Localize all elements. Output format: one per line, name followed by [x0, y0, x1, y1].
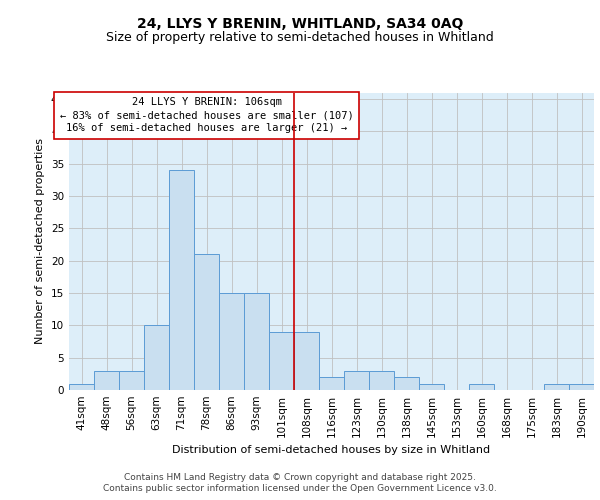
Bar [94, 370, 119, 390]
Bar [144, 326, 169, 390]
Text: 24, LLYS Y BRENIN, WHITLAND, SA34 0AQ: 24, LLYS Y BRENIN, WHITLAND, SA34 0AQ [137, 18, 463, 32]
Bar [344, 370, 369, 390]
Bar [394, 377, 419, 390]
Bar [319, 377, 344, 390]
Bar [369, 370, 394, 390]
Text: Contains HM Land Registry data © Crown copyright and database right 2025.: Contains HM Land Registry data © Crown c… [124, 472, 476, 482]
Bar [269, 332, 294, 390]
Bar [544, 384, 569, 390]
Bar [169, 170, 194, 390]
Bar [244, 293, 269, 390]
Bar [569, 384, 594, 390]
Bar [194, 254, 219, 390]
Bar [419, 384, 444, 390]
Bar [69, 384, 94, 390]
Bar [469, 384, 494, 390]
Bar [119, 370, 144, 390]
Text: Contains public sector information licensed under the Open Government Licence v3: Contains public sector information licen… [103, 484, 497, 493]
Bar [294, 332, 319, 390]
Text: 24 LLYS Y BRENIN: 106sqm
← 83% of semi-detached houses are smaller (107)
16% of : 24 LLYS Y BRENIN: 106sqm ← 83% of semi-d… [59, 97, 353, 134]
Bar [219, 293, 244, 390]
Text: Size of property relative to semi-detached houses in Whitland: Size of property relative to semi-detach… [106, 31, 494, 44]
X-axis label: Distribution of semi-detached houses by size in Whitland: Distribution of semi-detached houses by … [172, 446, 491, 456]
Y-axis label: Number of semi-detached properties: Number of semi-detached properties [35, 138, 46, 344]
